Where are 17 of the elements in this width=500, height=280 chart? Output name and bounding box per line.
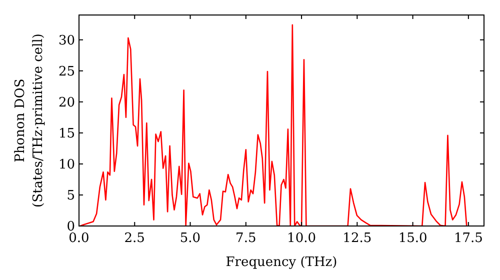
y-tick-label: 10 [58, 157, 75, 172]
y-tick-label: 25 [58, 64, 75, 80]
x-tick-label: 10.0 [287, 231, 316, 246]
y-axis-title: Phonon DOS (States/THz·primitive cell) [13, 33, 46, 208]
x-tick-label: 5.0 [180, 231, 201, 246]
x-tick-label: 15.0 [398, 231, 428, 246]
y-tick-label: 5 [66, 188, 75, 204]
x-tick-label: 2.5 [124, 231, 145, 246]
x-tick-label: 12.5 [342, 231, 372, 246]
x-tick-label: 0.0 [68, 231, 90, 246]
x-axis-title: Frequency (THz) [226, 255, 338, 270]
y-tick-label: 15 [58, 126, 75, 142]
x-tick-label: 17.5 [454, 231, 483, 246]
line-series [79, 24, 468, 226]
y-tick-label: 20 [58, 95, 75, 110]
y-tick-label: 30 [58, 33, 75, 48]
x-tick-label: 7.5 [236, 231, 256, 246]
